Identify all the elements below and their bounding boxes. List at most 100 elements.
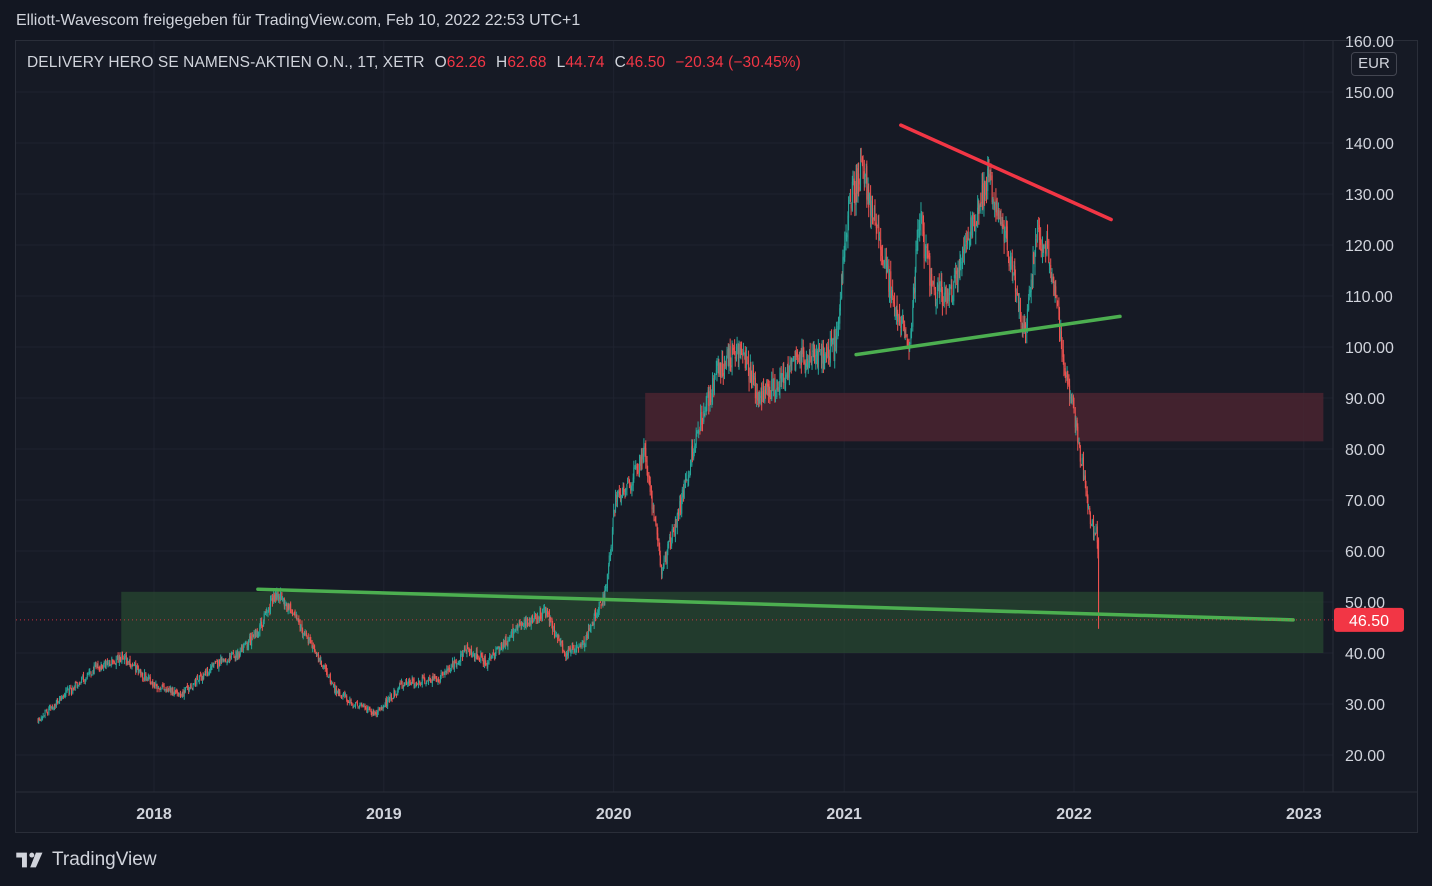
candle-down: [669, 537, 671, 549]
candle-down: [106, 660, 108, 665]
candle-down: [790, 360, 792, 367]
candle-down: [339, 691, 341, 696]
candle-down: [468, 648, 470, 652]
candle-up: [255, 631, 257, 636]
candle-up: [674, 519, 676, 536]
candle-up: [474, 656, 476, 659]
candle-up: [1075, 420, 1077, 429]
candle-down: [583, 639, 585, 647]
candle-up: [48, 708, 50, 714]
candle-up: [267, 611, 269, 613]
candle-down: [923, 221, 925, 233]
candle-down: [373, 711, 375, 716]
candle-up: [915, 249, 917, 268]
candle-up: [103, 665, 105, 668]
candle-up: [1078, 440, 1080, 444]
candle-up: [591, 621, 593, 626]
candle-down: [38, 719, 40, 721]
candle-up: [632, 477, 634, 486]
candle-up: [495, 647, 497, 655]
candle-up: [860, 159, 862, 187]
candle-up: [372, 711, 374, 715]
candle-up: [575, 649, 577, 653]
candle-up: [949, 287, 951, 295]
candle-up: [472, 655, 474, 657]
candle-up: [950, 286, 952, 288]
candle-down: [220, 657, 222, 663]
low-value: 44.74: [565, 54, 605, 71]
candle-down: [288, 604, 290, 609]
candle-up: [514, 630, 516, 632]
candle-up: [667, 543, 669, 546]
candle-down: [309, 638, 311, 641]
candle-up: [586, 633, 588, 639]
candle-down: [655, 521, 657, 525]
candle-up: [616, 492, 618, 501]
candle-up: [48, 705, 50, 709]
candle-up: [504, 637, 506, 647]
candle-up: [206, 668, 208, 674]
candle-down: [468, 652, 470, 654]
tradingview-logo[interactable]: TradingView: [16, 848, 157, 872]
candle-up: [661, 567, 663, 575]
candle-down: [390, 694, 392, 699]
candle-up: [533, 615, 535, 619]
candle-down: [1082, 457, 1084, 481]
candle-up: [458, 661, 460, 663]
time-tick-label: 2023: [1286, 806, 1322, 823]
candle-up: [280, 592, 282, 600]
candle-down: [312, 646, 314, 648]
candle-down: [599, 601, 601, 603]
currency-selector[interactable]: EUR: [1351, 52, 1397, 76]
candle-up: [841, 274, 843, 299]
candle-up: [139, 669, 141, 672]
candle-down: [424, 679, 426, 683]
candle-up: [809, 350, 811, 363]
candle-up: [166, 689, 168, 692]
candle-down: [182, 691, 184, 696]
candle-up: [997, 212, 999, 217]
candle-down: [561, 640, 563, 644]
candle-down: [648, 476, 650, 479]
candle-up: [384, 704, 386, 706]
candle-down: [1022, 324, 1024, 333]
candle-down: [998, 209, 1000, 220]
candle-down: [616, 494, 618, 503]
candle-up: [567, 647, 569, 656]
candle-down: [516, 625, 518, 629]
candle-down: [474, 654, 476, 658]
candle-down: [140, 669, 142, 676]
candle-up: [50, 706, 52, 708]
candle-down: [932, 283, 934, 285]
candle-down: [798, 361, 800, 363]
candle-down: [72, 687, 74, 689]
candle-up: [831, 341, 833, 345]
candle-down: [537, 616, 539, 620]
candle-down: [1065, 375, 1067, 378]
candle-down: [827, 346, 829, 357]
candle-up: [684, 478, 686, 481]
candle-down: [713, 378, 715, 392]
candle-down: [675, 519, 677, 526]
candle-up: [799, 351, 801, 361]
candle-down: [162, 683, 164, 686]
candle-up: [845, 234, 847, 240]
candle-up: [703, 411, 705, 422]
candle-up: [867, 186, 869, 202]
candle-down: [305, 632, 307, 635]
candle-up: [839, 308, 841, 324]
candle-up: [762, 387, 764, 401]
candle-down: [995, 198, 997, 213]
candle-up: [1071, 398, 1073, 403]
candle-up: [38, 719, 40, 723]
candle-down: [563, 651, 565, 653]
candle-up: [590, 625, 592, 629]
candle-up: [626, 484, 628, 490]
candle-down: [241, 646, 243, 652]
candle-up: [848, 199, 850, 218]
candle-up: [604, 586, 606, 592]
candle-down: [362, 705, 364, 707]
candle-down: [412, 678, 414, 681]
candle-up: [183, 689, 185, 697]
